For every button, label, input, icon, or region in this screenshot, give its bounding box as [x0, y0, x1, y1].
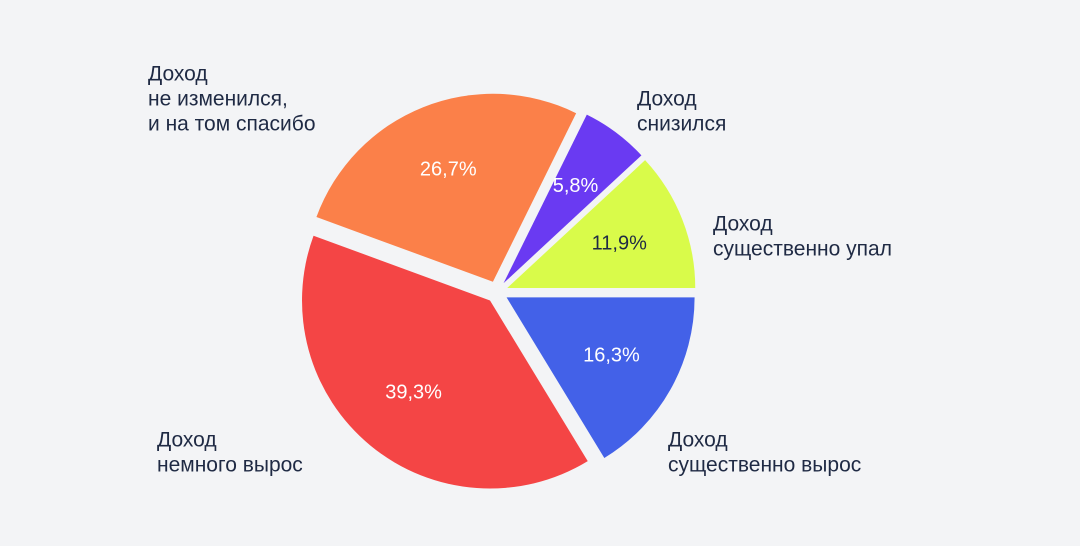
- category-label: Доход: [637, 88, 697, 111]
- value-label: 5,8%: [553, 175, 599, 197]
- value-label: 26,7%: [420, 158, 477, 180]
- pie-slice: [503, 114, 642, 284]
- category-label: и на том спасибо: [148, 113, 316, 136]
- category-label: Доход: [713, 213, 773, 236]
- value-label: 16,3%: [583, 345, 640, 367]
- pie-slice: [507, 160, 696, 288]
- category-label: Доход: [157, 429, 217, 452]
- category-label: Доход: [668, 429, 728, 452]
- category-label: снизился: [637, 113, 726, 136]
- category-label: Доход: [148, 63, 208, 86]
- category-label: существенно вырос: [668, 454, 861, 477]
- category-label: существенно упал: [713, 238, 892, 261]
- pie-slice: [506, 297, 695, 458]
- category-label: немного вырос: [157, 454, 303, 477]
- pie-slice: [302, 235, 588, 489]
- category-label: не изменился,: [148, 88, 288, 111]
- pie-slice: [316, 93, 577, 282]
- value-label: 11,9%: [592, 232, 647, 254]
- value-label: 39,3%: [385, 382, 442, 404]
